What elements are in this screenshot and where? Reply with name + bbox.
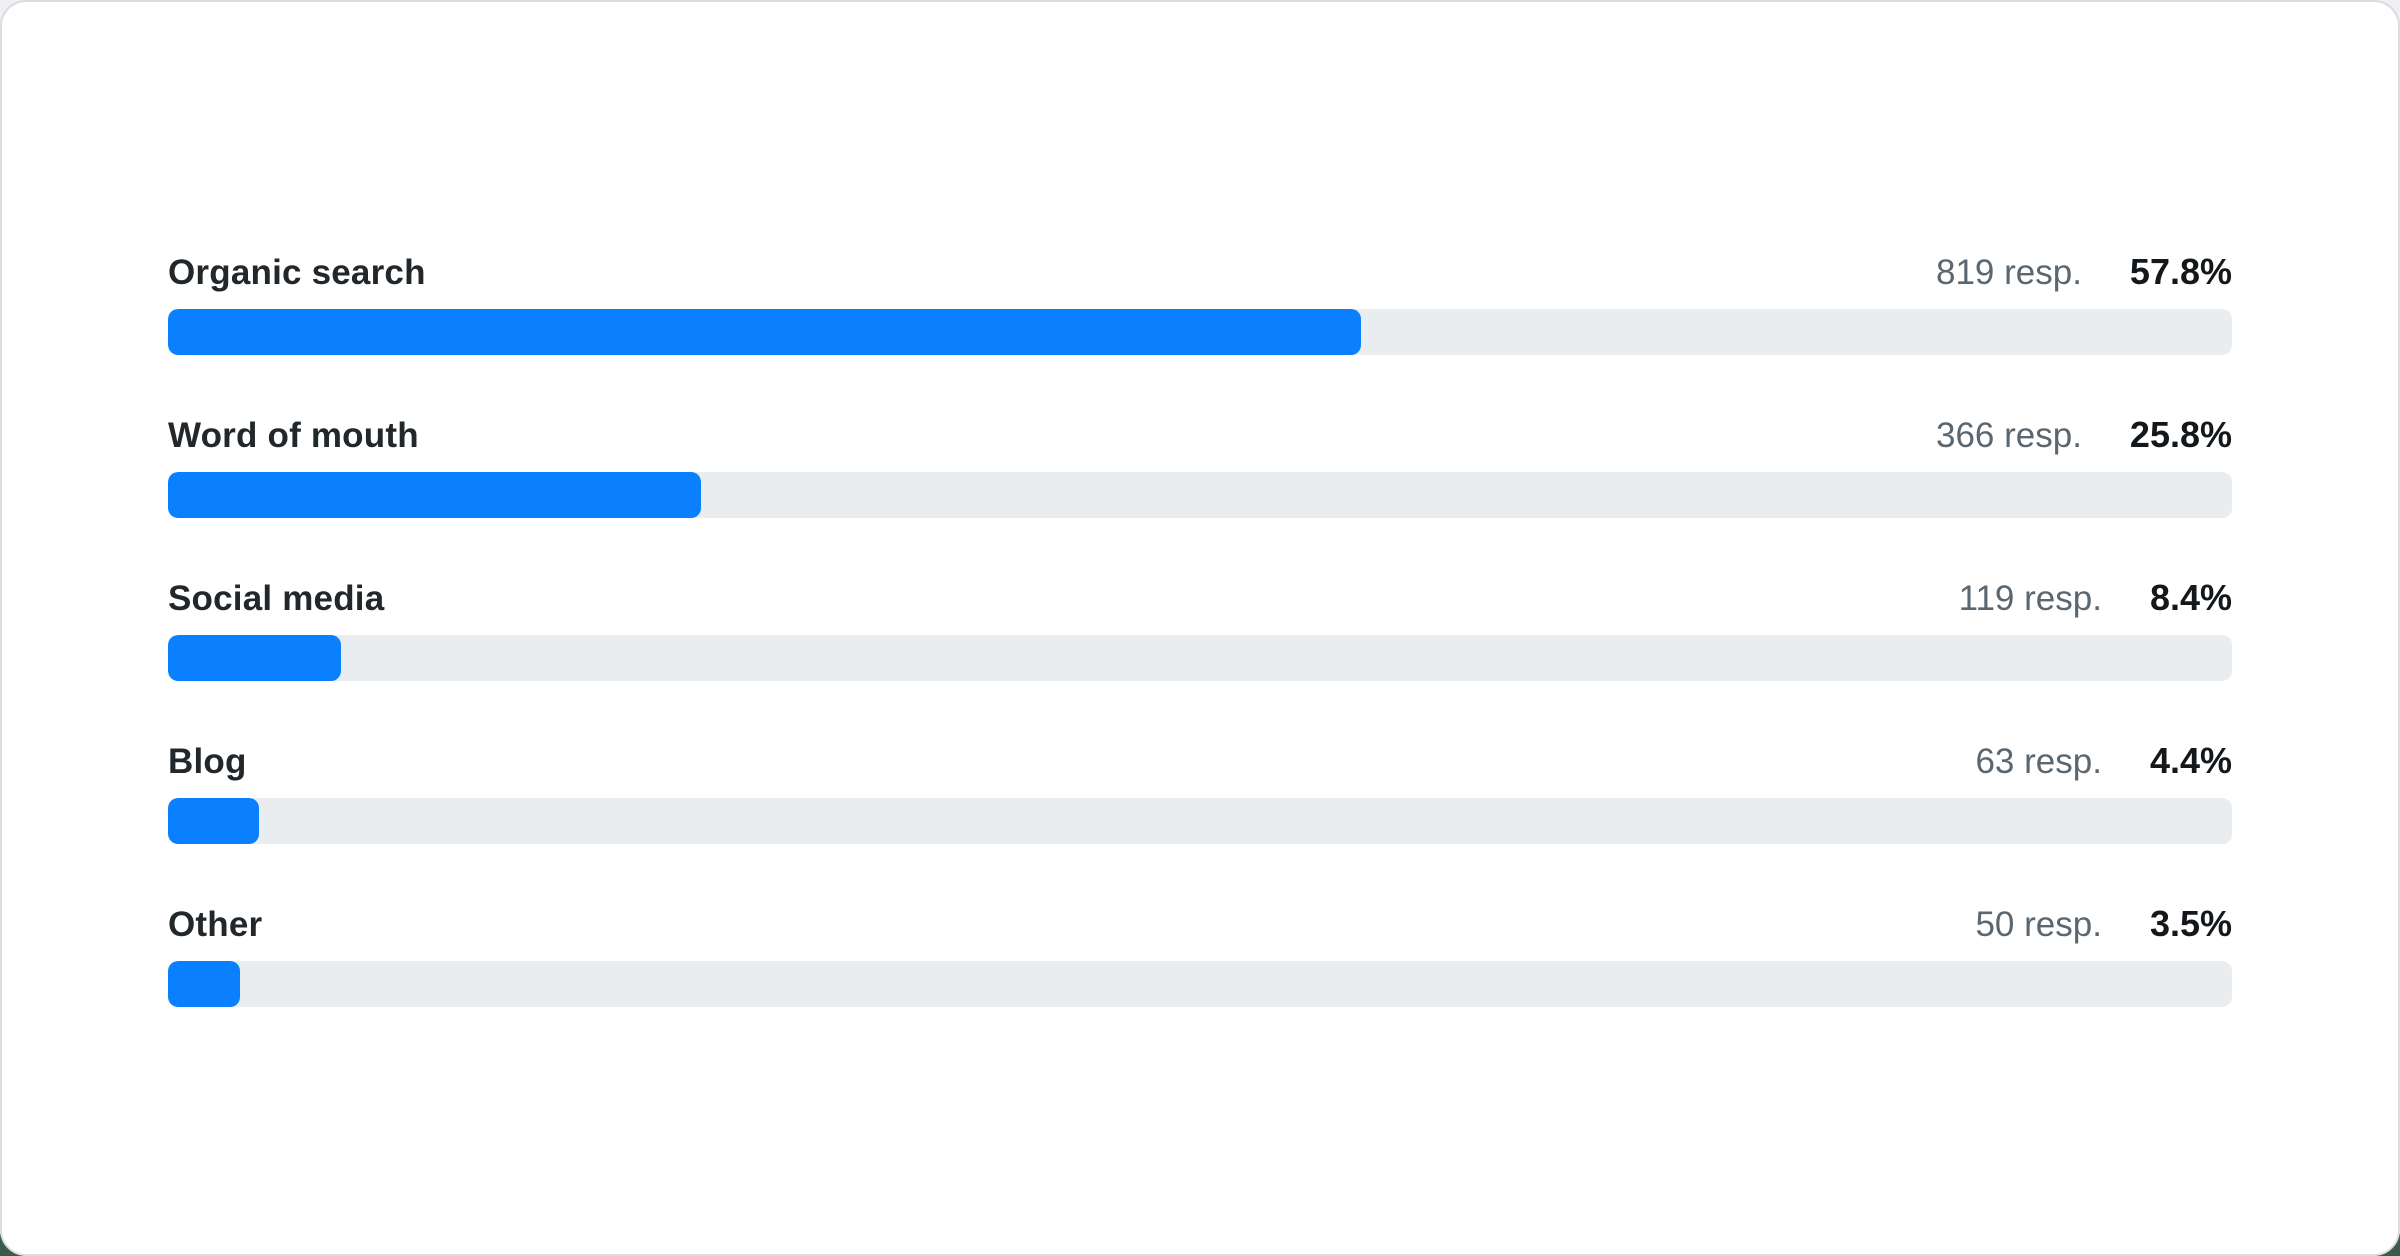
bar-row-header: Organic search 819 resp. 57.8% <box>168 250 2232 295</box>
bar-row: Social media 119 resp. 8.4% <box>168 576 2232 681</box>
bar-responses-count: 50 resp. <box>1975 905 2102 944</box>
bar-responses-count: 119 resp. <box>1958 579 2102 618</box>
bar-row-header: Blog 63 resp. 4.4% <box>168 739 2232 784</box>
bar-fill <box>168 798 259 844</box>
bar-row: Word of mouth 366 resp. 25.8% <box>168 413 2232 518</box>
bar-track <box>168 635 2232 681</box>
bar-responses-count: 819 resp. <box>1935 253 2082 292</box>
bar-label: Social media <box>168 579 385 618</box>
bar-percent-value: 8.4% <box>2149 577 2232 618</box>
bar-responses-count: 63 resp. <box>1975 742 2102 781</box>
bar-row-header: Social media 119 resp. 8.4% <box>168 576 2232 621</box>
bar-fill <box>168 472 701 518</box>
bar-row: Blog 63 resp. 4.4% <box>168 739 2232 844</box>
bar-row-header: Word of mouth 366 resp. 25.8% <box>168 413 2232 458</box>
bar-track <box>168 961 2232 1007</box>
bar-label: Other <box>168 905 263 944</box>
bar-track <box>168 309 2232 355</box>
bar-track <box>168 472 2232 518</box>
bar-track <box>168 798 2232 844</box>
bar-percent-value: 4.4% <box>2149 740 2232 781</box>
bar-row: Other 50 resp. 3.5% <box>168 902 2232 1007</box>
bar-percent-value: 25.8% <box>2129 414 2232 455</box>
bar-row: Organic search 819 resp. 57.8% <box>168 250 2232 355</box>
bar-percent-value: 3.5% <box>2149 903 2232 944</box>
bar-percent-value: 57.8% <box>2129 251 2232 292</box>
bar-chart: Organic search 819 resp. 57.8% Word of m… <box>2 2 2398 1007</box>
bar-responses-count: 366 resp. <box>1935 416 2082 455</box>
bar-fill <box>168 961 241 1007</box>
bar-fill <box>168 635 342 681</box>
bar-fill <box>168 309 1361 355</box>
bar-label: Blog <box>168 742 247 781</box>
bar-label: Word of mouth <box>168 416 419 455</box>
bar-label: Organic search <box>168 253 426 292</box>
bar-row-header: Other 50 resp. 3.5% <box>168 902 2232 947</box>
